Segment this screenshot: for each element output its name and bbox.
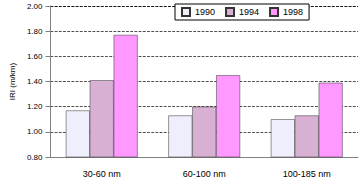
- svg-text:IRI (m/km): IRI (m/km): [8, 63, 17, 101]
- svg-text:30-60 nm: 30-60 nm: [83, 169, 121, 179]
- svg-text:1.40: 1.40: [27, 77, 43, 86]
- svg-text:1.00: 1.00: [27, 127, 43, 136]
- svg-text:0.80: 0.80: [27, 153, 43, 162]
- svg-text:1990: 1990: [195, 7, 215, 17]
- svg-text:1.80: 1.80: [27, 27, 43, 36]
- svg-text:2.00: 2.00: [27, 2, 43, 11]
- svg-text:1998: 1998: [283, 7, 303, 17]
- svg-text:1.20: 1.20: [27, 102, 43, 111]
- svg-text:60-100 nm: 60-100 nm: [183, 169, 226, 179]
- svg-text:100-185 nm: 100-185 nm: [283, 169, 331, 179]
- svg-text:1.60: 1.60: [27, 52, 43, 61]
- svg-text:1994: 1994: [239, 7, 259, 17]
